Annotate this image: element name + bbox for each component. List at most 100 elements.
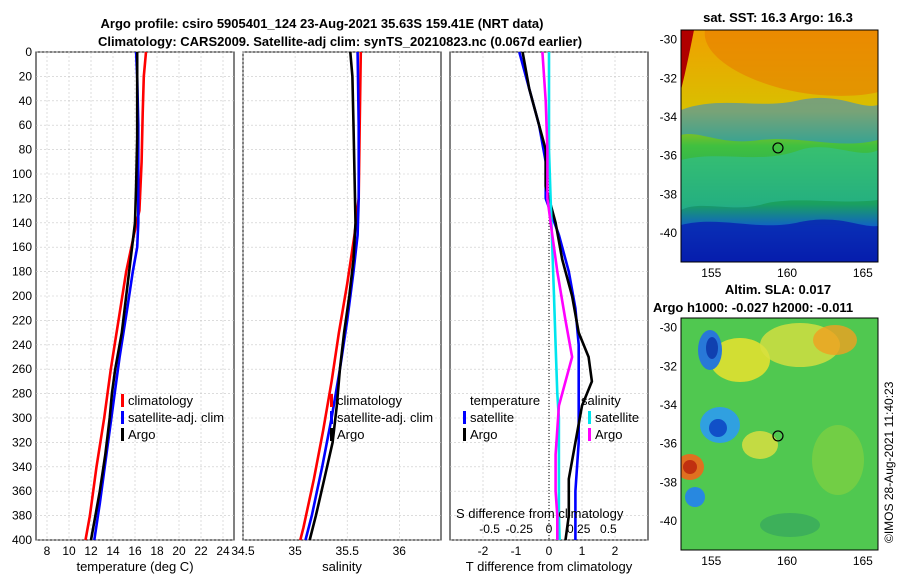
depth-tick-label: 100	[12, 167, 32, 181]
sst-green-band	[681, 147, 878, 210]
sla-map: Altim. SLA: 0.017 Argo h1000: -0.027 h20…	[653, 282, 879, 568]
sst-cold-south	[681, 219, 878, 262]
depth-tick-label: 320	[12, 435, 32, 449]
s-diff-tick-label: -0.5	[479, 522, 500, 536]
sst-map-image	[681, 30, 878, 262]
series-line-salinity-argo	[541, 51, 574, 540]
s-diff-tick-label: 0.5	[600, 522, 617, 536]
figure-title-line-2: Climatology: CARS2009. Satellite-adj cli…	[98, 34, 582, 49]
legend-satellite-label: satellite-adj. clim	[128, 410, 224, 425]
legend-climatology-label: climatology	[128, 393, 194, 408]
s-diff-tick-label: 0	[546, 522, 553, 536]
legend-sal-satellite-swatch	[330, 411, 333, 424]
x-tick-label: 2	[612, 544, 619, 558]
map-lat-tick-label: -36	[660, 149, 678, 163]
legend-sal-satellite-label: satellite-adj. clim	[337, 410, 433, 425]
x-tick-label: 24	[216, 544, 230, 558]
t-difference-xlabel: T difference from climatology	[466, 559, 633, 574]
legend-t-argo-swatch	[463, 428, 466, 441]
sla-darkgreen-south	[760, 513, 820, 537]
x-tick-label: 1	[579, 544, 586, 558]
depth-tick-labels: 0 20 40 60 80 100 120 140 160 180 200 220 240 260 280 3…	[12, 45, 32, 547]
depth-tick-label: 20	[19, 69, 33, 83]
legend-satellite-swatch	[121, 411, 124, 424]
sla-blue-eddy-2-core	[709, 419, 727, 437]
depth-tick-label: 40	[19, 94, 33, 108]
series-line-temperature-argo	[521, 51, 594, 541]
map-lat-tick-label: -34	[660, 110, 678, 124]
legend-sal-climatology-swatch	[330, 394, 333, 407]
x-tick-label: 12	[84, 544, 98, 558]
map-lat-tick-label: -38	[660, 475, 678, 489]
map-lon-tick-label: 155	[701, 554, 721, 568]
s-difference-xlabel: S difference from climatology	[456, 506, 624, 521]
salinity-lines	[299, 51, 363, 541]
x-tick-label: -1	[511, 544, 522, 558]
depth-tick-label: 300	[12, 411, 32, 425]
sst-cool-band	[681, 97, 878, 144]
legend-sal-argo-swatch	[330, 428, 333, 441]
figure-title-line-1: Argo profile: csiro 5905401_124 23-Aug-2…	[101, 16, 544, 31]
temperature-legend: climatology satellite-adj. clim Argo	[121, 393, 224, 442]
map-lat-tick-label: -30	[660, 321, 678, 335]
salinity-panel: 34.5 35 35.5 36 salinity climatology satell…	[231, 51, 442, 574]
map-lon-tick-label: 160	[777, 266, 797, 280]
s-diff-tick-label: 0.25	[567, 522, 591, 536]
series-line-satellite-adj-clim	[304, 51, 361, 541]
legend-temperature-heading: temperature	[470, 393, 540, 408]
salinity-xlabel: salinity	[322, 559, 362, 574]
map-lon-tick-label: 155	[701, 266, 721, 280]
legend-sal-argo-label: Argo	[337, 427, 364, 442]
depth-tick-label: 340	[12, 460, 32, 474]
sla-map-ticks: 155 160 165 -30 -32 -34 -36 -38 -40	[660, 321, 874, 568]
s-difference-tick-labels: -0.5 -0.25 0 0.25 0.5	[479, 522, 617, 536]
x-tick-label: 14	[106, 544, 120, 558]
depth-tick-label: 120	[12, 191, 32, 205]
sla-map-frame	[680, 317, 879, 551]
x-tick-label: 35.5	[336, 544, 360, 558]
legend-s-satellite-swatch	[588, 411, 591, 424]
depth-tick-label: 200	[12, 289, 32, 303]
x-tick-label: 18	[150, 544, 164, 558]
x-tick-label: 8	[44, 544, 51, 558]
depth-tick-label: 280	[12, 387, 32, 401]
map-lat-tick-label: -32	[660, 71, 678, 85]
sla-map-subtitle: Argo h1000: -0.027 h2000: -0.011	[653, 300, 853, 315]
series-line-salinity-satellite	[547, 52, 561, 541]
sla-blue-eddy-1-core	[706, 337, 718, 359]
map-lat-tick-label: -34	[660, 398, 678, 412]
difference-lines	[518, 51, 594, 541]
sst-map-ticks: 155 160 165 -30 -32 -34 -36 -38 -40	[660, 33, 874, 280]
map-lat-tick-label: -30	[660, 33, 678, 47]
legend-s-argo-swatch	[588, 428, 591, 441]
sst-map: sat. SST: 16.3 Argo: 16.3 155 160 165 -30 -3…	[660, 10, 879, 280]
legend-salinity-heading: salinity	[581, 393, 621, 408]
depth-tick-label: 140	[12, 216, 32, 230]
sla-map-image	[681, 318, 878, 550]
map-lon-tick-label: 160	[777, 554, 797, 568]
map-lat-tick-label: -40	[660, 514, 678, 528]
sla-red-eddy-core	[683, 460, 697, 474]
temperature-tick-labels: 8 10 12 14 16 18 20 22 24	[44, 544, 230, 558]
x-tick-label: -2	[478, 544, 489, 558]
salinity-tick-labels: 34.5 35 35.5 36	[231, 544, 406, 558]
depth-tick-label: 80	[19, 143, 33, 157]
sla-lightgreen-east	[812, 425, 864, 495]
temperature-lines	[84, 51, 148, 541]
map-lon-tick-label: 165	[853, 554, 873, 568]
depth-tick-label: 240	[12, 338, 32, 352]
map-lat-tick-label: -36	[660, 437, 678, 451]
x-tick-label: 36	[393, 544, 407, 558]
x-tick-label: 35	[288, 544, 302, 558]
x-tick-label: 20	[172, 544, 186, 558]
imos-credit: ©IMOS 28-Aug-2021 11:40:23	[882, 381, 896, 543]
x-tick-label: 10	[62, 544, 76, 558]
sla-orange-east	[813, 325, 857, 355]
sst-warm-region	[681, 30, 878, 96]
sla-blue-eddy-3	[685, 487, 705, 507]
difference-legend: temperature satellite Argo salinity sate…	[463, 393, 639, 442]
legend-s-argo-label: Argo	[595, 427, 622, 442]
legend-climatology-swatch	[121, 394, 124, 407]
legend-t-satellite-label: satellite	[470, 410, 514, 425]
